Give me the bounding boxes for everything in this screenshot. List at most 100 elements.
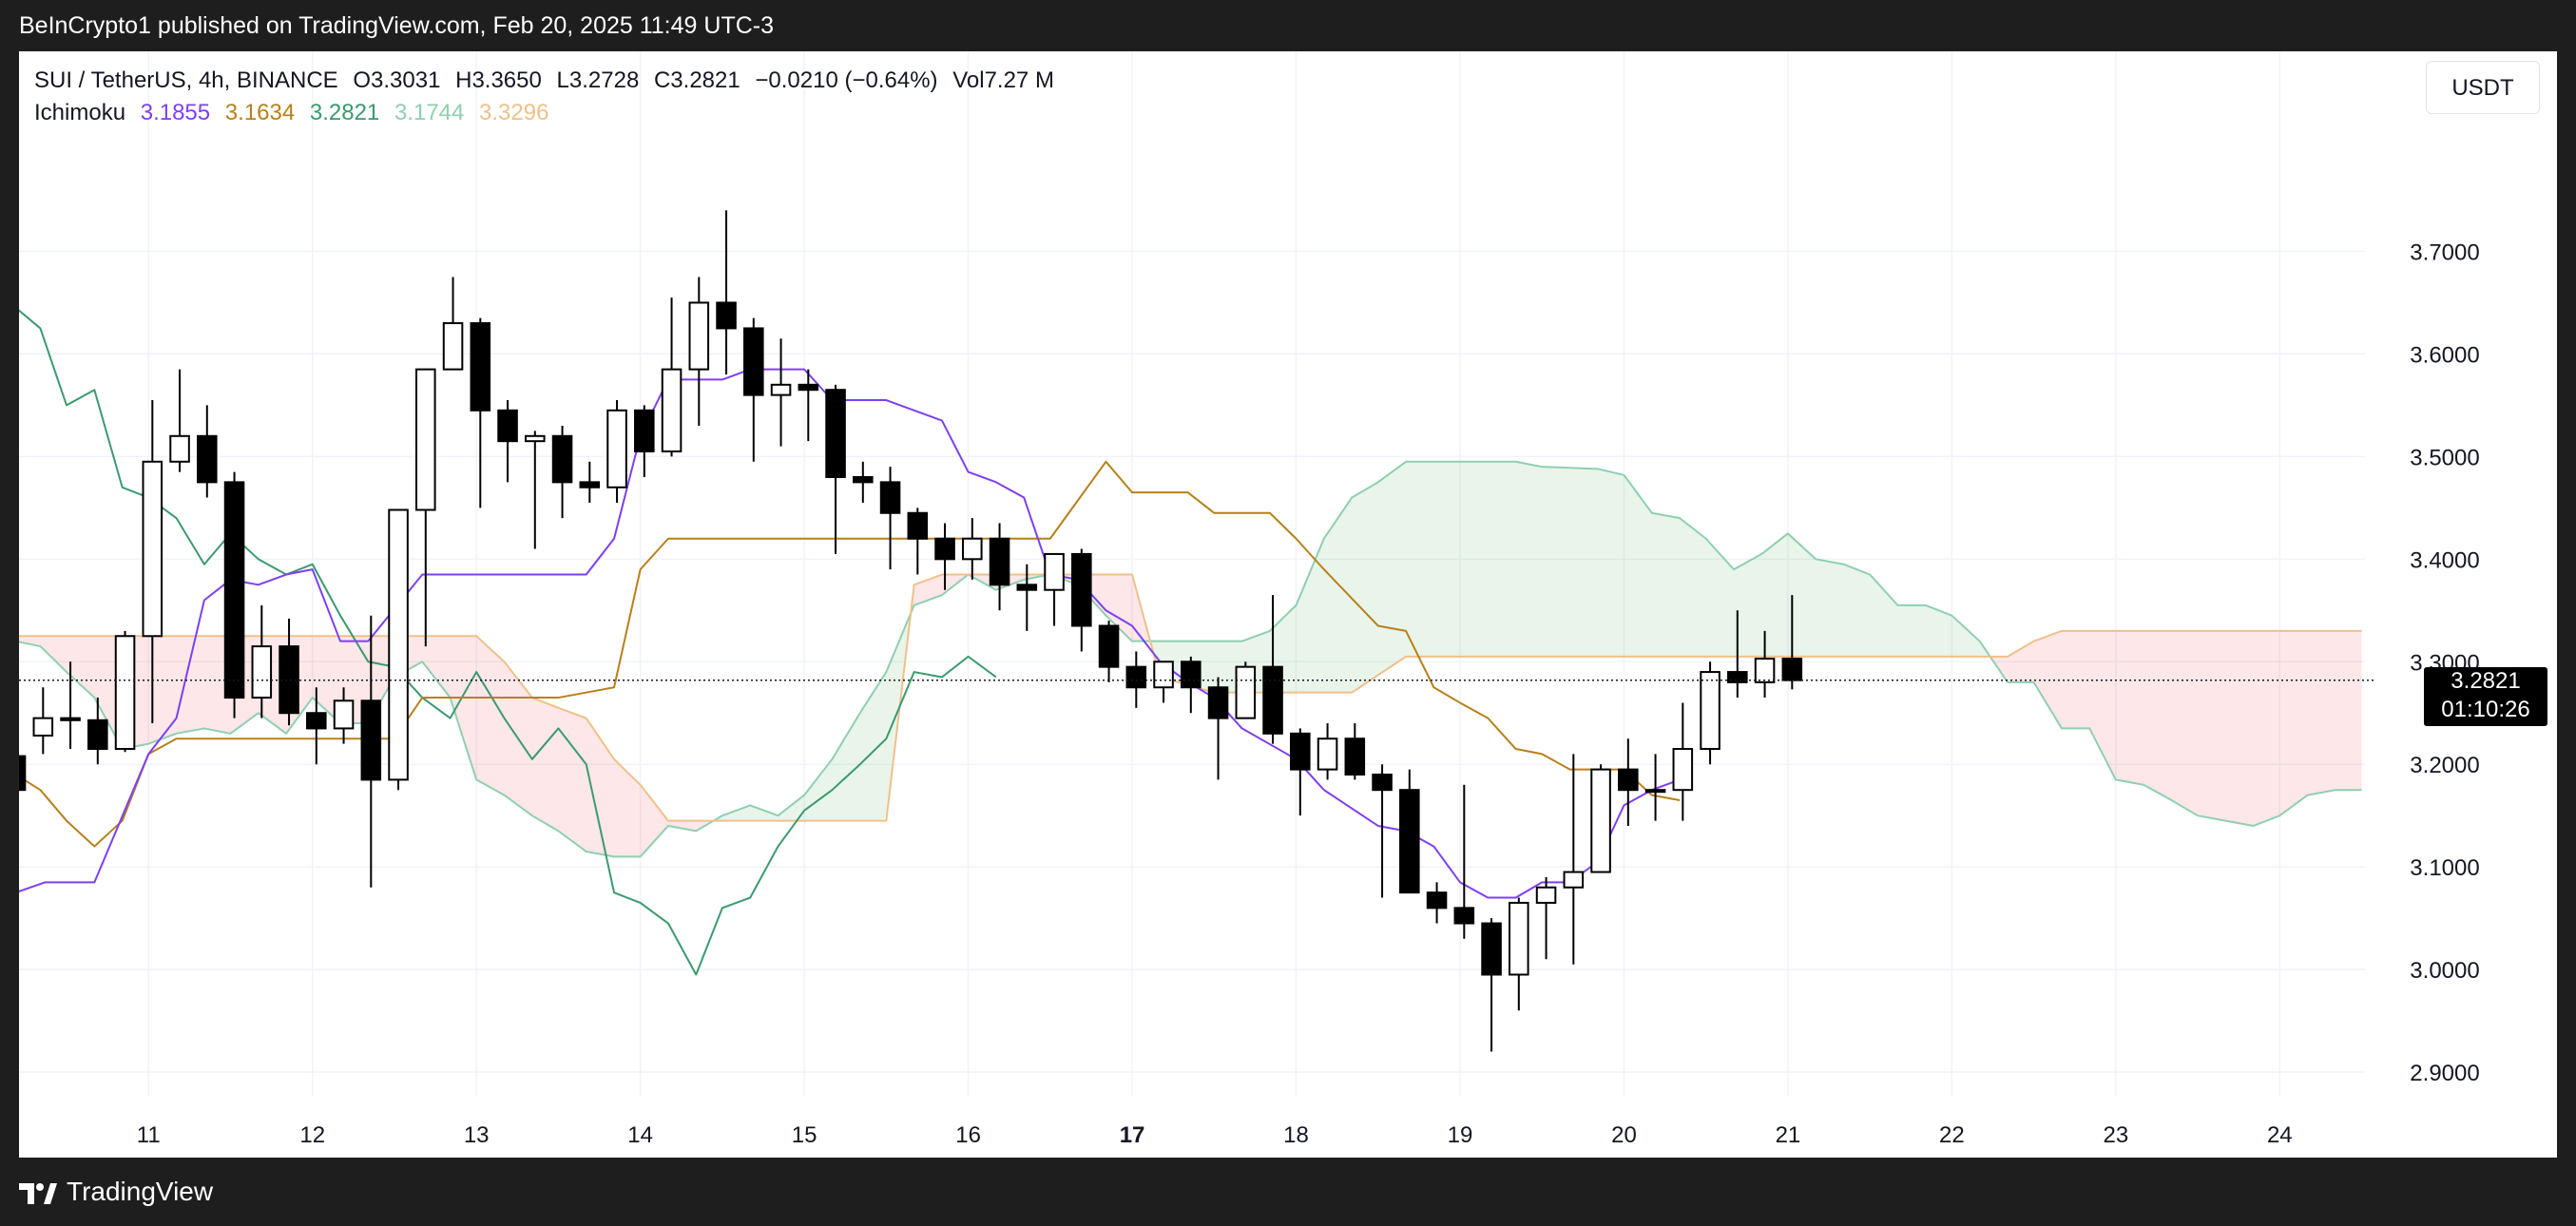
candle-body [87, 718, 108, 751]
x-tick-label: 23 [2103, 1122, 2128, 1148]
candle-body [934, 537, 955, 561]
cloud-bullish-segment [715, 610, 912, 821]
candle-bearish [1016, 564, 1038, 631]
candle-body [989, 537, 1010, 586]
candle-body [879, 481, 901, 514]
grid-lines [19, 51, 2365, 1097]
candle-bearish [934, 523, 955, 590]
candle-bearish [634, 405, 655, 477]
candle-body [32, 717, 54, 737]
candle-bullish [1700, 661, 1721, 765]
y-tick-label: 3.4000 [2410, 547, 2479, 573]
candle-body [1754, 658, 1776, 683]
candle-bullish [661, 297, 682, 457]
candle-body [853, 475, 874, 484]
candle-bearish [825, 384, 846, 554]
x-tick-label: 13 [464, 1122, 490, 1148]
candlestick-chart[interactable]: 3.70003.60003.50003.40003.30003.20003.10… [19, 51, 2557, 1158]
candle-body [716, 301, 737, 330]
candle-bearish [1071, 548, 1092, 652]
candle-bullish [1317, 723, 1338, 780]
base-line [19, 460, 1681, 848]
candle-body [360, 699, 382, 781]
conversion-line [19, 368, 1681, 899]
high-value: H3.3650 [455, 67, 542, 93]
candle-body [169, 434, 190, 463]
candle-body [1044, 552, 1065, 591]
lagging-span-line [19, 309, 997, 976]
candle-body [1125, 665, 1147, 689]
candle-bullish [688, 277, 710, 426]
low-value: L3.2728 [556, 67, 640, 93]
time-axis[interactable]: 11 12 13 14 15 16 17 18 19 20 21 22 23 24 [137, 1122, 2293, 1148]
chart-panel[interactable]: 3.7000 3.6000 3.5000 3.4000 3.3000 3.2000 3.10… [19, 51, 2557, 1158]
candle-bearish [743, 317, 764, 462]
candle-bearish [1481, 918, 1502, 1052]
candle-bullish [1672, 702, 1694, 821]
y-tick-label: 3.7000 [2410, 239, 2479, 265]
candle-body [306, 712, 327, 730]
candle-body [907, 511, 929, 540]
candle-bearish [579, 461, 601, 503]
candle-body [825, 389, 846, 478]
candle-body [388, 508, 409, 781]
last-price-tag: 3.2821 01:10:26 [2424, 666, 2547, 726]
candle-body [19, 755, 27, 792]
candle-body [688, 301, 710, 371]
candle-bullish [114, 630, 136, 753]
candle-body [634, 409, 655, 452]
footer-brand-label: TradingView [67, 1177, 214, 1206]
y-tick-label: 3.2000 [2410, 753, 2479, 778]
candle-body [1590, 768, 1611, 873]
symbol-title[interactable]: SUI / TetherUS, 4h, BINANCE [34, 67, 338, 93]
footer-brand[interactable]: TradingView [0, 1158, 2576, 1226]
candle-body [223, 481, 245, 699]
candle-body [1426, 891, 1448, 910]
candle-body [497, 409, 518, 443]
currency-button[interactable]: USDT [2426, 61, 2540, 114]
x-tick-label: 17 [1120, 1122, 1145, 1148]
cloud-bullish-segment [1153, 461, 1990, 693]
last-price-value: 3.2821 [2451, 667, 2521, 694]
cloud-bearish-segment [911, 574, 1154, 654]
candle-body [606, 409, 627, 488]
x-tick-label: 22 [1939, 1122, 1965, 1148]
candle-bullish [415, 368, 436, 647]
candle-bullish [962, 518, 983, 580]
candle-bullish [1235, 661, 1257, 719]
candle-bearish [1344, 723, 1366, 780]
candle-bearish [497, 400, 518, 483]
candle-bullish [32, 687, 54, 755]
candle-bearish [1399, 769, 1420, 894]
candle-bearish [1372, 764, 1393, 898]
y-tick-label: 3.5000 [2410, 445, 2479, 470]
candle-bearish [853, 461, 874, 503]
candle-body [279, 645, 299, 715]
open-value: O3.3031 [353, 67, 441, 93]
candle-body [1317, 738, 1338, 771]
candle-bearish [223, 471, 245, 718]
symbol-legend-row: SUI / TetherUS, 4h, BINANCE O3.3031 H3.3… [34, 65, 1063, 97]
candle-bearish [197, 405, 218, 498]
x-tick-label: 14 [627, 1122, 653, 1148]
candle-body [1399, 789, 1420, 894]
bar-countdown: 01:10:26 [2441, 696, 2530, 722]
candle-bullish [1044, 552, 1065, 626]
candle-bearish [1426, 882, 1448, 924]
price-axis[interactable]: 3.70003.60003.50003.40003.30003.20003.10… [2410, 239, 2479, 1086]
indicator-legend-row: Ichimoku 3.1855 3.1634 3.2821 3.1744 3.3… [34, 97, 1063, 129]
candle-bullish [169, 369, 190, 472]
candle-bearish [1207, 677, 1229, 780]
candle-bullish [1153, 661, 1174, 703]
candle-bearish [1262, 595, 1283, 744]
candle-body [415, 368, 436, 511]
candle-bearish [19, 755, 27, 792]
candle-bearish [989, 523, 1010, 611]
candle-body [60, 717, 81, 721]
candle-body [1535, 886, 1557, 904]
candle-body [1563, 871, 1585, 889]
x-tick-label: 20 [1611, 1122, 1637, 1148]
volume-value: Vol7.27 M [952, 67, 1054, 93]
indicator-name[interactable]: Ichimoku [34, 100, 126, 125]
candle-bullish [142, 400, 163, 724]
